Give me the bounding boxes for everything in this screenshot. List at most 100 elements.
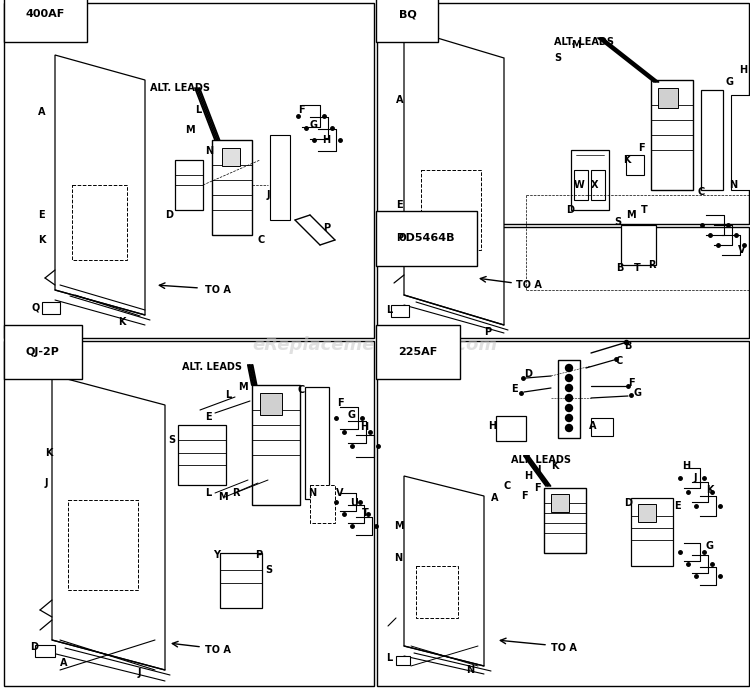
Text: K: K (623, 155, 631, 165)
Text: M: M (394, 521, 404, 531)
Text: D: D (30, 642, 38, 652)
Text: D: D (165, 210, 173, 220)
Bar (731, 95, 750, 190)
Text: G: G (726, 77, 734, 87)
Text: N: N (394, 553, 402, 563)
Text: R: R (232, 488, 239, 498)
Text: N: N (205, 146, 213, 156)
Text: S: S (554, 53, 561, 63)
Bar (42, 302, 60, 314)
Text: V: V (738, 245, 746, 255)
Text: A: A (396, 95, 404, 105)
Bar (638, 504, 656, 522)
Text: V: V (336, 488, 344, 498)
Text: F: F (337, 398, 344, 408)
Polygon shape (52, 375, 165, 670)
Text: 5.): 5.) (7, 351, 26, 364)
Text: M: M (238, 382, 248, 392)
Text: F: F (298, 105, 304, 115)
Text: ALT. LEADS: ALT. LEADS (150, 83, 210, 93)
Bar (558, 360, 580, 438)
Text: L: L (386, 653, 392, 663)
Bar (626, 155, 644, 175)
Bar (651, 80, 693, 190)
Text: P: P (255, 550, 262, 560)
Text: X: X (591, 180, 598, 190)
Circle shape (566, 364, 572, 371)
Text: K: K (38, 235, 46, 245)
Bar (4, 341, 374, 686)
Text: Y: Y (213, 550, 220, 560)
Text: F: F (638, 143, 644, 153)
Circle shape (566, 384, 572, 391)
Text: L: L (205, 488, 212, 498)
Polygon shape (55, 55, 145, 315)
Text: W: W (574, 180, 585, 190)
Text: C: C (258, 235, 266, 245)
Bar (621, 225, 656, 265)
Text: N: N (729, 180, 737, 190)
Polygon shape (404, 476, 484, 666)
Text: G: G (706, 541, 714, 551)
Text: K: K (551, 461, 559, 471)
Text: ALT. LEADS: ALT. LEADS (182, 362, 242, 372)
Bar (270, 135, 290, 220)
Text: D: D (524, 369, 532, 379)
Text: TO A: TO A (205, 645, 231, 655)
Text: P: P (396, 233, 404, 243)
Bar (376, 341, 748, 686)
Text: K: K (45, 448, 53, 458)
Bar (222, 148, 240, 166)
Text: P: P (323, 223, 330, 233)
Text: R: R (648, 260, 656, 270)
Text: H: H (488, 421, 496, 431)
Text: C: C (616, 356, 623, 366)
Text: L: L (386, 305, 392, 315)
Text: 225AF: 225AF (398, 347, 438, 357)
Bar (551, 494, 569, 512)
Text: E: E (38, 210, 45, 220)
Bar (591, 418, 613, 436)
Text: J: J (694, 473, 698, 483)
Text: E: E (511, 384, 518, 394)
Text: G: G (348, 410, 356, 420)
Text: H: H (739, 65, 747, 75)
Bar (212, 140, 252, 235)
Text: C: C (504, 481, 512, 491)
Bar (68, 500, 138, 590)
Text: B: B (624, 341, 632, 351)
Bar (72, 185, 127, 260)
Text: K: K (118, 317, 125, 327)
Text: 7.): 7.) (7, 14, 26, 26)
Text: M: M (626, 210, 635, 220)
Text: E: E (396, 200, 403, 210)
Text: S: S (168, 435, 175, 445)
Bar (260, 393, 282, 415)
Circle shape (566, 415, 572, 422)
Bar (175, 160, 203, 210)
Text: C: C (698, 187, 705, 197)
Text: J: J (538, 465, 542, 475)
Text: H: H (524, 471, 532, 481)
Text: ALT. LEADS: ALT. LEADS (554, 37, 614, 47)
Text: A: A (38, 107, 46, 117)
Bar (631, 498, 673, 566)
Text: A: A (60, 658, 68, 668)
Text: C: C (298, 385, 305, 395)
Text: U: U (350, 498, 358, 508)
Bar (305, 387, 329, 499)
Bar (396, 656, 410, 665)
Text: ALT. LEADS: ALT. LEADS (511, 455, 571, 465)
Text: TO A: TO A (551, 643, 577, 653)
Text: G: G (633, 388, 641, 398)
Text: H: H (360, 422, 368, 432)
Text: H: H (682, 461, 690, 471)
Text: M: M (218, 492, 228, 502)
Bar (496, 416, 526, 441)
Text: J: J (267, 190, 271, 200)
Text: M: M (571, 40, 580, 50)
Text: S: S (614, 217, 621, 227)
Bar (35, 645, 55, 657)
Bar (220, 553, 262, 608)
Text: K: K (706, 485, 713, 495)
